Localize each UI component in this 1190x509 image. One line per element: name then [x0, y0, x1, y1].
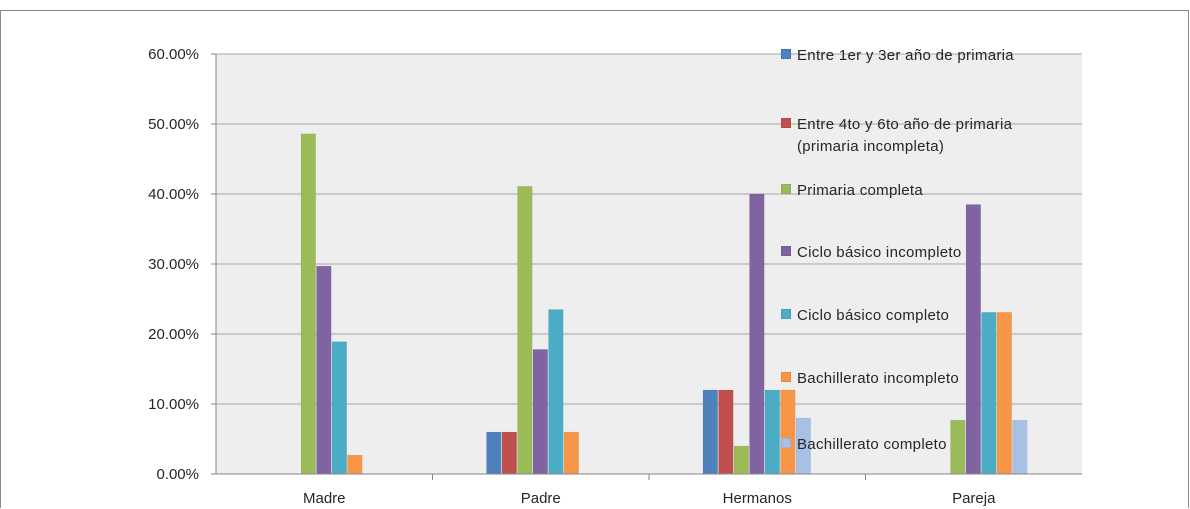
legend-label: Ciclo básico completo	[797, 307, 950, 324]
x-axis-tick-labels: Madre Padre Hermanos Pareja	[303, 490, 996, 507]
bar	[347, 454, 363, 475]
bar	[996, 312, 1012, 475]
x-tick-label: Pareja	[952, 490, 996, 507]
y-tick-label: 0.00%	[156, 466, 199, 483]
bar	[331, 341, 347, 475]
gridlines	[211, 53, 1082, 475]
legend-swatch	[781, 246, 791, 256]
bar	[548, 309, 564, 475]
bar-chart: 0.00% 10.00% 20.00% 30.00% 40.00% 50.00% 60.00…	[148, 46, 1082, 507]
x-tick-label: Madre	[303, 490, 346, 507]
legend-swatch	[781, 184, 791, 194]
bar	[733, 445, 749, 475]
legend-swatch	[781, 372, 791, 382]
bar	[780, 389, 796, 475]
bars	[300, 133, 1028, 475]
bar	[718, 389, 734, 475]
bar	[764, 389, 780, 475]
x-tick-label: Hermanos	[723, 490, 792, 507]
bar	[501, 431, 517, 475]
bar	[749, 193, 765, 475]
legend-label: Primaria completa	[797, 182, 923, 199]
legend-swatch	[781, 118, 791, 128]
legend-swatch	[781, 438, 791, 448]
bar	[1012, 419, 1028, 475]
legend-label: Entre 4to y 6to año de primaria (primari…	[797, 116, 1013, 155]
chart-frame: 0.00% 10.00% 20.00% 30.00% 40.00% 50.00% 60.00…	[0, 10, 1189, 508]
y-tick-label: 30.00%	[148, 256, 199, 273]
y-tick-label: 50.00%	[148, 116, 199, 133]
legend-label: Bachillerato completo	[797, 436, 947, 453]
legend-label: Entre 1er y 3er año de primaria	[797, 47, 1014, 64]
bar	[532, 349, 548, 475]
y-tick-label: 60.00%	[148, 46, 199, 63]
legend-label: Ciclo básico incompleto	[797, 244, 962, 261]
y-axis-tick-labels: 0.00% 10.00% 20.00% 30.00% 40.00% 50.00% 60.00…	[148, 46, 199, 483]
axes	[215, 54, 1082, 480]
y-tick-label: 10.00%	[148, 396, 199, 413]
legend-swatch	[781, 49, 791, 59]
y-tick-label: 40.00%	[148, 186, 199, 203]
bar	[981, 312, 997, 475]
y-tick-label: 20.00%	[148, 326, 199, 343]
bar	[316, 265, 332, 475]
bar	[950, 419, 966, 475]
x-tick-label: Padre	[521, 490, 561, 507]
bar	[486, 431, 502, 475]
legend-swatch	[781, 309, 791, 319]
bar	[517, 186, 533, 475]
bar	[965, 204, 981, 475]
bar	[300, 133, 316, 475]
legend-label: Bachillerato incompleto	[797, 370, 959, 387]
bar	[563, 431, 579, 475]
bar	[702, 389, 718, 475]
